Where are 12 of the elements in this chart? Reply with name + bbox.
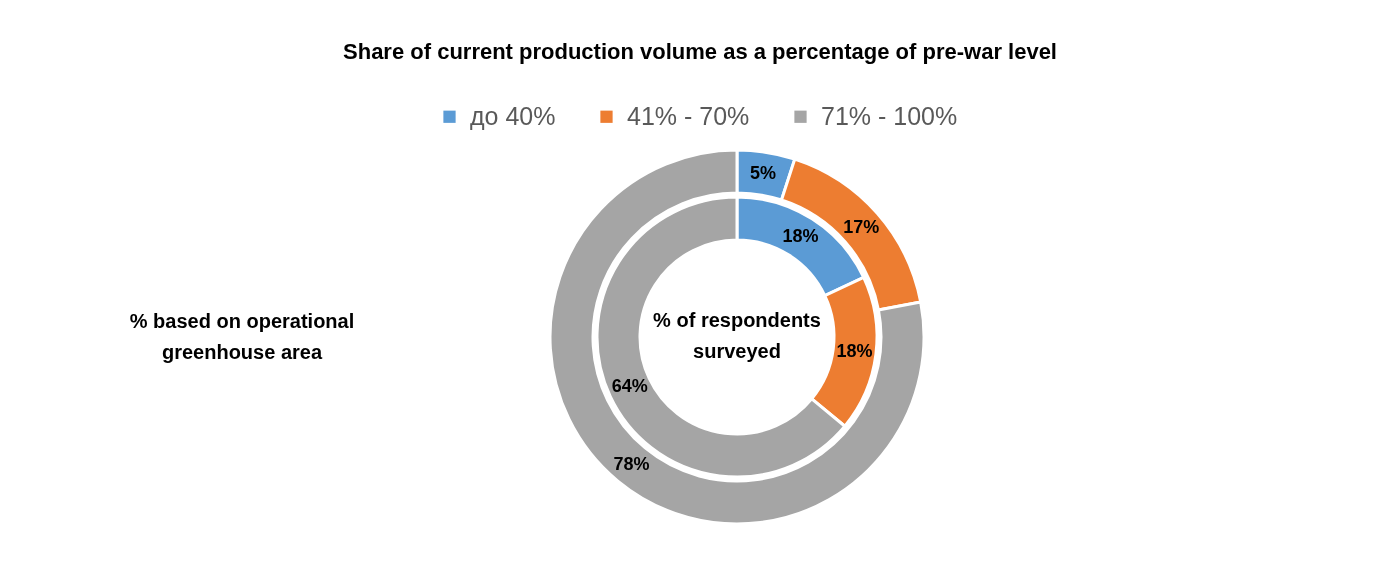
legend-label: до 40% bbox=[470, 101, 556, 130]
legend-label: 71% - 100% bbox=[821, 101, 958, 130]
data-label: 17% bbox=[843, 216, 880, 237]
data-label: 64% bbox=[611, 376, 648, 397]
data-label: 78% bbox=[613, 453, 650, 474]
chart-title: Share of current production volume as a percentage of pre-war level bbox=[343, 39, 1057, 64]
data-label: 18% bbox=[836, 340, 873, 361]
data-label: 18% bbox=[782, 225, 819, 246]
data-label: 5% bbox=[749, 162, 776, 183]
legend-label: 41% - 70% bbox=[627, 101, 750, 130]
slice-label: % based on operational greenhouse area bbox=[129, 310, 355, 363]
slice-label: % of respondents surveyed bbox=[653, 309, 821, 362]
